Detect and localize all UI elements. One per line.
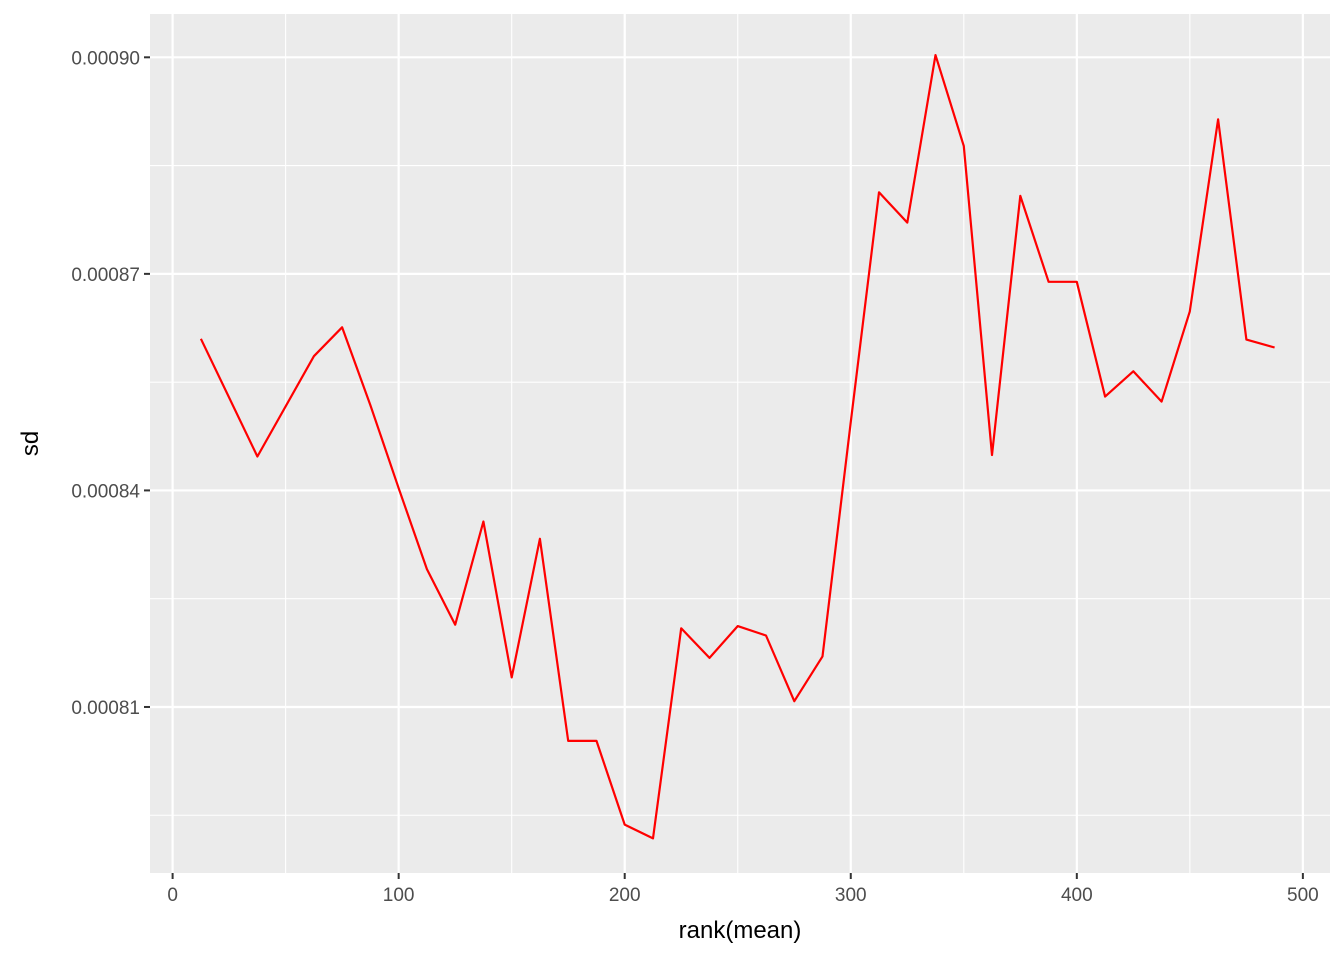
y-tick-label: 0.00084 <box>71 481 140 502</box>
y-tick-label: 0.00087 <box>71 265 140 286</box>
major-gridlines <box>150 14 1330 873</box>
series-line-1 <box>199 53 1275 840</box>
y-tick-label: 0.00081 <box>71 698 140 719</box>
x-tick-label: 100 <box>383 885 415 906</box>
y-axis-title: sd <box>17 431 44 456</box>
x-tick-label: 300 <box>835 885 867 906</box>
x-tick-label: 0 <box>167 885 178 906</box>
x-tick-label: 500 <box>1287 885 1319 906</box>
series-layer <box>199 53 1275 840</box>
x-axis: 0 100 200 300 400 500 <box>167 873 1319 906</box>
x-tick-label: 400 <box>1061 885 1093 906</box>
x-tick-label: 200 <box>609 885 641 906</box>
plot-panel <box>150 14 1330 873</box>
y-tick-label: 0.00090 <box>71 48 140 69</box>
y-axis: 0.00081 0.00084 0.00087 0.00090 <box>71 48 150 719</box>
x-axis-title: rank(mean) <box>679 917 802 944</box>
